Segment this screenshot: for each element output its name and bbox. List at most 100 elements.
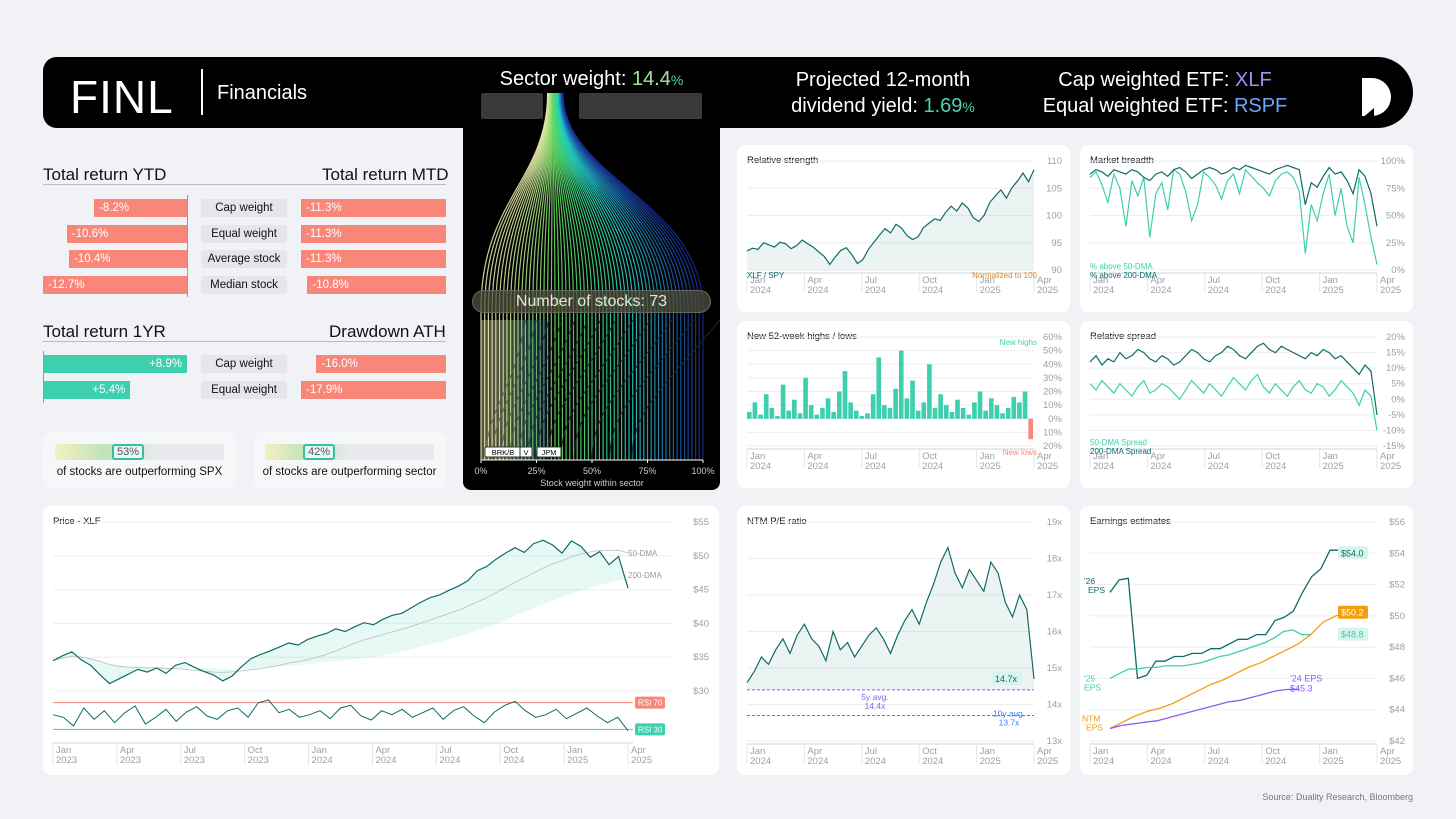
x-tick-label: Oct (1265, 746, 1280, 757)
x-tick-label: 2024 (1265, 461, 1286, 472)
legend-label: New lows (1003, 448, 1037, 457)
x-tick-label: 2024 (807, 461, 828, 472)
dividend-yield: Projected 12-month dividend yield: 1.69% (763, 67, 1003, 120)
pe-5y-label: 5y avg. (861, 692, 888, 702)
x-tick-label: Jan (1323, 275, 1338, 286)
new-highs-lows-card: New 52-week highs / lows 60% 50% 40% 30% 20% 1… (737, 321, 1070, 488)
x-tick-label: 2025 (1380, 461, 1401, 472)
x-tick-label: 2025 (980, 756, 1001, 767)
earnings-estimates-chart: Earnings estimates $56$54$52$50$48$46$44$… (1082, 516, 1405, 767)
y-tick-label: 20% (1043, 441, 1063, 452)
x-tick-label: Apr (807, 451, 822, 462)
new-high-bar (988, 398, 994, 419)
cap-etf-ticker[interactable]: XLF (1235, 69, 1272, 91)
earnings-estimates-card: Earnings estimates $56 $54 $52 $50 $48 $46 $44 $… (1080, 506, 1413, 775)
relative-spread-card: Relative spread 20% 15% 10% 5% 0% -5% -10% -15% J… (1080, 321, 1413, 488)
price-line (52, 539, 629, 685)
eps-value-badge (1338, 546, 1368, 560)
duality-logo-icon (1360, 78, 1391, 120)
eps-label: '24 EPS (1290, 674, 1322, 684)
yr-bar: +5.4% (43, 380, 131, 399)
return-row-label: Cap weight (201, 355, 287, 373)
weight-tick-label: 50% (583, 466, 601, 476)
x-tick-label: Apr (1037, 451, 1052, 462)
y-tick-label: $50 (693, 551, 709, 562)
rsi-30-badge (635, 723, 665, 736)
y-tick-label: 18x (1047, 554, 1063, 565)
legend-label: New highs (1000, 338, 1037, 347)
y-tick-label: $30 (693, 686, 709, 697)
new-high-bar (792, 399, 797, 419)
rsi-70-badge (635, 696, 665, 709)
new-highs-lows-chart: New 52-week highs / lows 60%50%40%30%20%1… (746, 331, 1063, 472)
x-tick-label: Apr (1380, 451, 1395, 462)
new-high-bar (949, 411, 955, 419)
y-tick-label: 10% (1043, 427, 1063, 438)
x-tick-label: 2024 (1150, 756, 1171, 767)
price-xlf-card: Price - XLF $55 $50 $45 $40 $35 $30 50-DMA 200-D… (43, 506, 719, 775)
mtd-title: Total return MTD (322, 165, 449, 184)
equal-etf-ticker[interactable]: RSPF (1233, 95, 1288, 117)
vase-fill (481, 320, 548, 460)
x-tick-label: Jan (750, 451, 765, 462)
dma-band (53, 540, 628, 684)
x-tick-label: 2024 (865, 461, 886, 472)
outperform-spx-pct: 53% (112, 444, 144, 460)
y-tick-label: 105 (1046, 183, 1062, 194)
y-tick-label: $50 (1389, 611, 1405, 622)
normalized-note: Normalized to 100 (972, 271, 1037, 280)
breadth-200dma-line (1089, 164, 1378, 227)
x-tick-label: 2024 (439, 755, 460, 766)
new-high-bar (938, 394, 943, 419)
x-tick-label: Apr (375, 745, 390, 756)
new-high-bar (1017, 402, 1022, 419)
spread-50dma-line (1089, 373, 1378, 431)
x-tick-label: Jul (184, 745, 196, 756)
legend-label: 200-DMA Spread (1090, 447, 1151, 456)
y-tick-label: 19x (1047, 517, 1063, 528)
y-tick-label: 13x (1047, 736, 1063, 747)
pe-line (746, 545, 1035, 683)
sector-name: Financials (217, 82, 308, 104)
y-tick-label: 5% (1391, 379, 1405, 390)
x-tick-label: 2024 (1150, 461, 1171, 472)
new-high-bar (763, 394, 769, 419)
mtd-bar: -10.8% (307, 275, 446, 294)
y-tick-label: $45 (693, 585, 709, 596)
series-label: XLF / SPY (747, 271, 785, 280)
new-high-bar (758, 414, 763, 419)
relative-strength-card: Relative strength 110 105 100 95 90 Jan 2024 Apr… (737, 145, 1070, 312)
dma-50-line (52, 549, 629, 673)
x-tick-label: 2024 (503, 755, 524, 766)
stock-curve (560, 319, 634, 461)
stock-curve (631, 319, 720, 461)
new-high-bar (769, 407, 775, 419)
new-high-bar (887, 407, 893, 419)
weight-tick-label: 75% (638, 466, 656, 476)
x-tick-label: 2024 (750, 461, 771, 472)
new-high-bar (983, 410, 988, 419)
y-tick-label: 50% (1386, 211, 1406, 222)
weight-bar-right (579, 93, 702, 119)
x-tick-label: 2024 (750, 285, 771, 296)
eps-value: $48.8 (1341, 630, 1364, 640)
return-row-label: Cap weight (201, 199, 287, 217)
stock-tag-label: JPM (542, 448, 557, 457)
x-tick-label: Oct (503, 745, 518, 756)
sector-weight: Sector weight: 14.4% (463, 68, 720, 91)
y-tick-label: 100 (1046, 211, 1062, 222)
cap-etf-label: Cap weighted ETF: (1058, 69, 1230, 91)
outperform-spx-card (43, 432, 236, 489)
pe-10y-label: 10y avg. (993, 708, 1025, 718)
mtd-bar: -11.3% (301, 224, 446, 243)
x-tick-label: 2024 (1208, 461, 1229, 472)
x-tick-label: 2024 (1150, 285, 1171, 296)
new-high-bar (865, 413, 870, 419)
new-high-bar (882, 405, 887, 419)
relative-strength-chart: Relative strength 1101051009590Jan2024Apr… (746, 155, 1062, 296)
new-high-bar (994, 405, 1000, 419)
price-xlf-chart: Price - XLF $55$50$45$40$35$3050-DMA200-D… (52, 516, 709, 766)
weight-axis-label: Stock weight within sector (540, 478, 644, 488)
ytd-bar: -10.4% (69, 250, 187, 268)
drawdown-bar: -17.9% (301, 380, 446, 399)
